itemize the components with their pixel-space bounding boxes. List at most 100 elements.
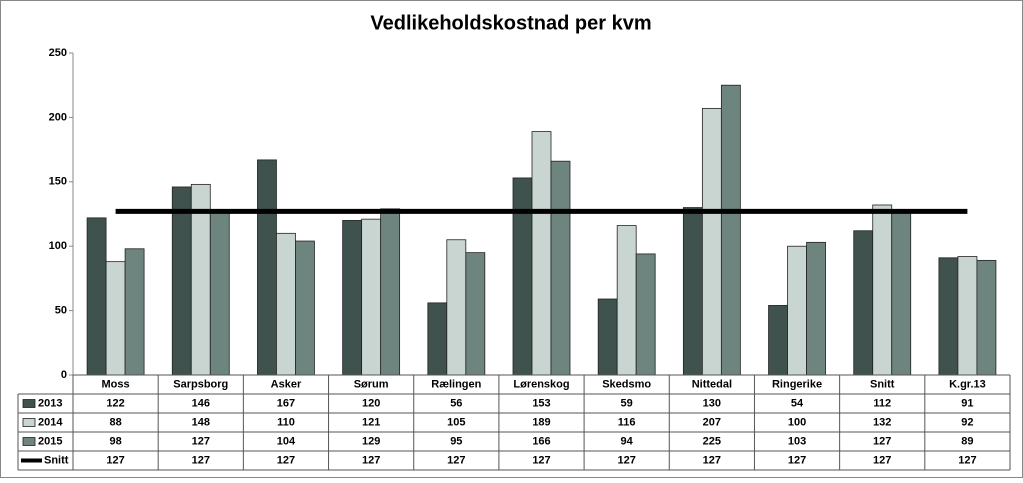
x-tick-label: Nittedal xyxy=(692,378,732,390)
table-value: 148 xyxy=(192,416,210,428)
bar xyxy=(465,252,486,376)
bar xyxy=(787,245,807,376)
bar xyxy=(342,220,363,376)
table-value: 105 xyxy=(447,416,465,428)
table-value: 89 xyxy=(961,435,973,447)
table-value: 103 xyxy=(788,435,806,447)
legend-marker xyxy=(22,418,36,427)
table-value: 127 xyxy=(873,454,891,466)
table-value: 88 xyxy=(109,416,121,428)
table-value: 127 xyxy=(106,454,124,466)
bar xyxy=(872,204,893,376)
bar xyxy=(171,186,192,376)
table-value: 127 xyxy=(532,454,550,466)
bar xyxy=(720,84,741,376)
table-value: 127 xyxy=(192,454,210,466)
bar xyxy=(701,107,722,376)
table-value: 166 xyxy=(532,435,550,447)
bar xyxy=(446,239,467,376)
x-tick-label: Lørenskog xyxy=(513,378,569,390)
table-value: 120 xyxy=(362,397,380,409)
table-value: 127 xyxy=(873,435,891,447)
y-tick-label: 200 xyxy=(49,111,67,123)
table-value: 127 xyxy=(958,454,976,466)
bar xyxy=(635,253,656,376)
x-tick-label: Ringerike xyxy=(772,378,822,390)
y-tick-label: 100 xyxy=(49,240,67,252)
chart-title: Vedlikeholdskostnad per kvm xyxy=(370,12,651,34)
table-value: 153 xyxy=(532,397,550,409)
bar xyxy=(853,230,874,376)
bar xyxy=(550,160,571,376)
table-value: 95 xyxy=(450,435,462,447)
table-value: 225 xyxy=(703,435,721,447)
table-value: 127 xyxy=(277,454,295,466)
y-tick-label: 0 xyxy=(61,369,67,381)
bar xyxy=(768,305,788,376)
bar xyxy=(616,225,637,376)
table-value: 146 xyxy=(192,397,210,409)
table-value: 116 xyxy=(618,416,636,428)
bar xyxy=(531,131,552,376)
bar xyxy=(512,177,533,376)
table-value: 56 xyxy=(450,397,462,409)
bar xyxy=(938,257,959,376)
bar xyxy=(597,298,618,376)
x-tick-label: Sarpsborg xyxy=(173,378,228,390)
table-value: 104 xyxy=(277,435,296,447)
table-value: 127 xyxy=(703,454,721,466)
table-value: 127 xyxy=(192,435,210,447)
bar xyxy=(976,259,997,376)
bar xyxy=(276,232,296,376)
bar xyxy=(427,302,448,376)
table-value: 94 xyxy=(621,435,634,447)
legend-label: Snitt xyxy=(44,454,69,466)
legend-marker xyxy=(22,399,36,408)
bar xyxy=(257,159,277,376)
table-value: 127 xyxy=(447,454,465,466)
bar xyxy=(209,211,230,376)
table-value: 121 xyxy=(362,416,380,428)
table-value: 132 xyxy=(873,416,891,428)
legend-marker xyxy=(22,437,36,446)
bar xyxy=(380,208,401,376)
x-tick-label: Sørum xyxy=(354,378,389,390)
bar xyxy=(806,241,826,376)
bar xyxy=(105,261,126,376)
table-value: 54 xyxy=(791,397,804,409)
x-tick-label: Snitt xyxy=(870,378,895,390)
legend-label: 2013 xyxy=(38,397,62,409)
bar xyxy=(295,240,315,376)
x-tick-label: Skedsmo xyxy=(602,378,651,390)
bar xyxy=(86,217,107,376)
table-value: 207 xyxy=(703,416,721,428)
table-value: 127 xyxy=(618,454,636,466)
table-value: 110 xyxy=(277,416,295,428)
legend-label: 2015 xyxy=(38,435,62,447)
table-value: 91 xyxy=(961,397,973,409)
legend-label: 2014 xyxy=(38,416,63,428)
table-value: 189 xyxy=(532,416,550,428)
bar xyxy=(891,211,912,376)
x-tick-label: Moss xyxy=(102,378,130,390)
table-value: 129 xyxy=(362,435,380,447)
table-value: 59 xyxy=(621,397,633,409)
bar xyxy=(361,218,382,376)
table-value: 122 xyxy=(106,397,124,409)
y-tick-label: 250 xyxy=(49,47,67,59)
table-value: 127 xyxy=(362,454,380,466)
y-tick-label: 50 xyxy=(55,305,67,317)
table-value: 100 xyxy=(788,416,806,428)
table-value: 92 xyxy=(961,416,973,428)
y-tick-label: 150 xyxy=(49,176,67,188)
table-value: 130 xyxy=(703,397,721,409)
table-value: 112 xyxy=(873,397,891,409)
bar xyxy=(957,256,978,376)
bar xyxy=(124,248,145,376)
table-value: 127 xyxy=(788,454,806,466)
table-value: 98 xyxy=(109,435,121,447)
x-tick-label: Asker xyxy=(271,378,302,390)
table-value: 167 xyxy=(277,397,295,409)
